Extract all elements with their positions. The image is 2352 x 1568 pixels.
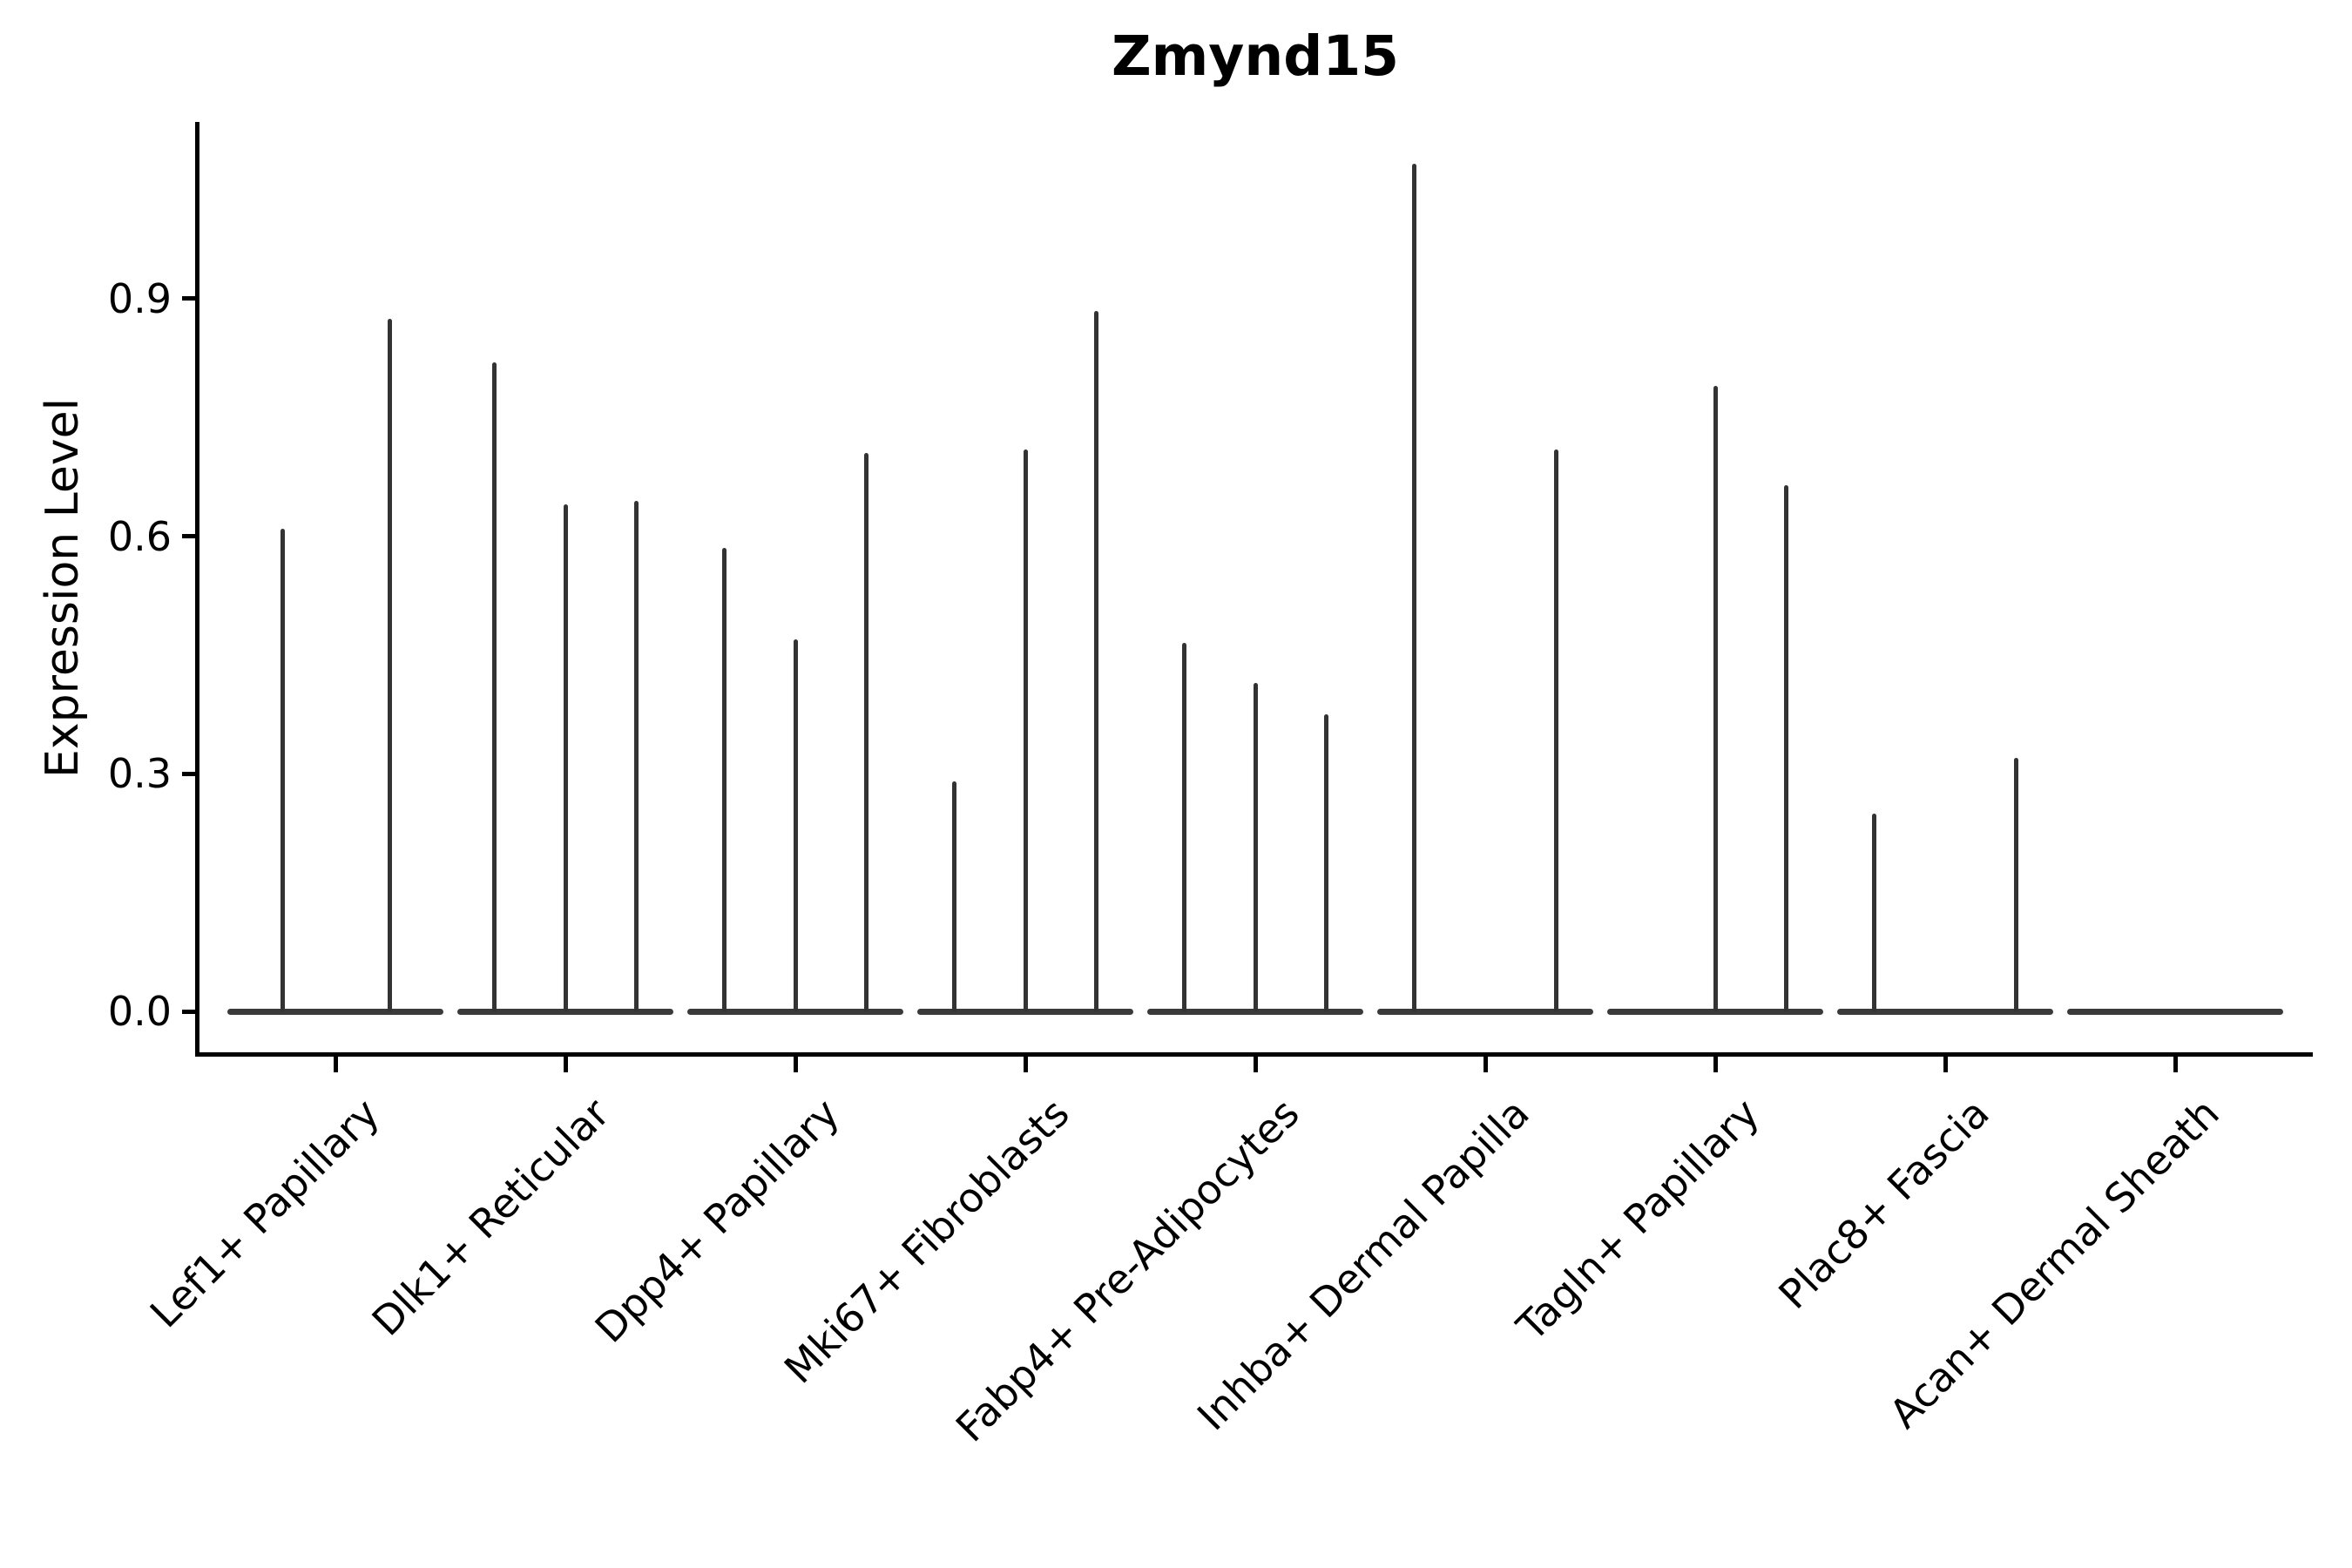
violin-spike: [1554, 449, 1559, 1011]
y-axis-spine: [195, 122, 199, 1057]
y-tick-label: 0.6: [107, 512, 172, 560]
y-tick-label: 0.9: [107, 274, 172, 322]
violin-spike: [1181, 643, 1186, 1011]
x-tick-mark: [1943, 1057, 1948, 1072]
plot-title: Zmynd15: [1111, 24, 1399, 88]
violin-spike: [1324, 714, 1329, 1011]
y-tick-mark: [182, 296, 198, 301]
y-tick-label: 0.3: [107, 750, 172, 798]
y-tick-mark: [182, 771, 198, 776]
violin-baseline: [226, 1008, 444, 1015]
x-tick-mark: [2173, 1057, 2178, 1072]
x-tick-label: Plac8+ Fascia: [1769, 1089, 1998, 1318]
violin-spike: [1094, 310, 1099, 1011]
violin-spike: [491, 362, 497, 1011]
x-axis-spine: [195, 1052, 2313, 1057]
violin-spike: [1871, 813, 1876, 1011]
violin-baseline: [916, 1008, 1134, 1015]
violin-baseline: [2066, 1008, 2284, 1015]
violin-baseline: [1146, 1008, 1364, 1015]
x-tick-label: Dlk1+ Reticular: [362, 1089, 618, 1345]
x-tick-label: Dpp4+ Papillary: [585, 1089, 848, 1352]
x-tick-mark: [1253, 1057, 1258, 1072]
x-tick-mark: [1483, 1057, 1488, 1072]
violin-spike: [1253, 682, 1258, 1011]
violin-spike: [2014, 758, 2019, 1011]
violin-baseline: [1606, 1008, 1824, 1015]
x-tick-mark: [1713, 1057, 1718, 1072]
x-tick-label: Lef1+ Papillary: [140, 1089, 389, 1337]
violin-spike: [1411, 164, 1416, 1011]
violin-spike: [1023, 449, 1028, 1011]
violin-spike: [1713, 385, 1718, 1011]
violin-spike: [387, 318, 392, 1011]
violin-baseline: [1376, 1008, 1594, 1015]
violin-baseline: [686, 1008, 904, 1015]
x-tick-mark: [1023, 1057, 1028, 1072]
violin-spike: [864, 453, 869, 1011]
violin-spike: [563, 504, 568, 1011]
violin-spike: [793, 639, 798, 1011]
violin-baseline: [456, 1008, 674, 1015]
y-axis-label: Expression Level: [37, 397, 89, 779]
x-tick-mark: [333, 1057, 338, 1072]
violin-spike: [721, 548, 727, 1011]
violin-baseline: [1836, 1008, 2054, 1015]
y-tick-mark: [182, 534, 198, 539]
violin-spike: [280, 528, 285, 1011]
x-tick-label: Tagln+ Papillary: [1507, 1089, 1768, 1350]
y-tick-label: 0.0: [107, 988, 172, 1035]
violin-spike: [1784, 484, 1789, 1011]
y-tick-mark: [182, 1009, 198, 1014]
x-tick-mark: [563, 1057, 568, 1072]
violin-spike: [951, 781, 956, 1011]
violin-spike: [634, 500, 639, 1011]
x-tick-mark: [793, 1057, 798, 1072]
